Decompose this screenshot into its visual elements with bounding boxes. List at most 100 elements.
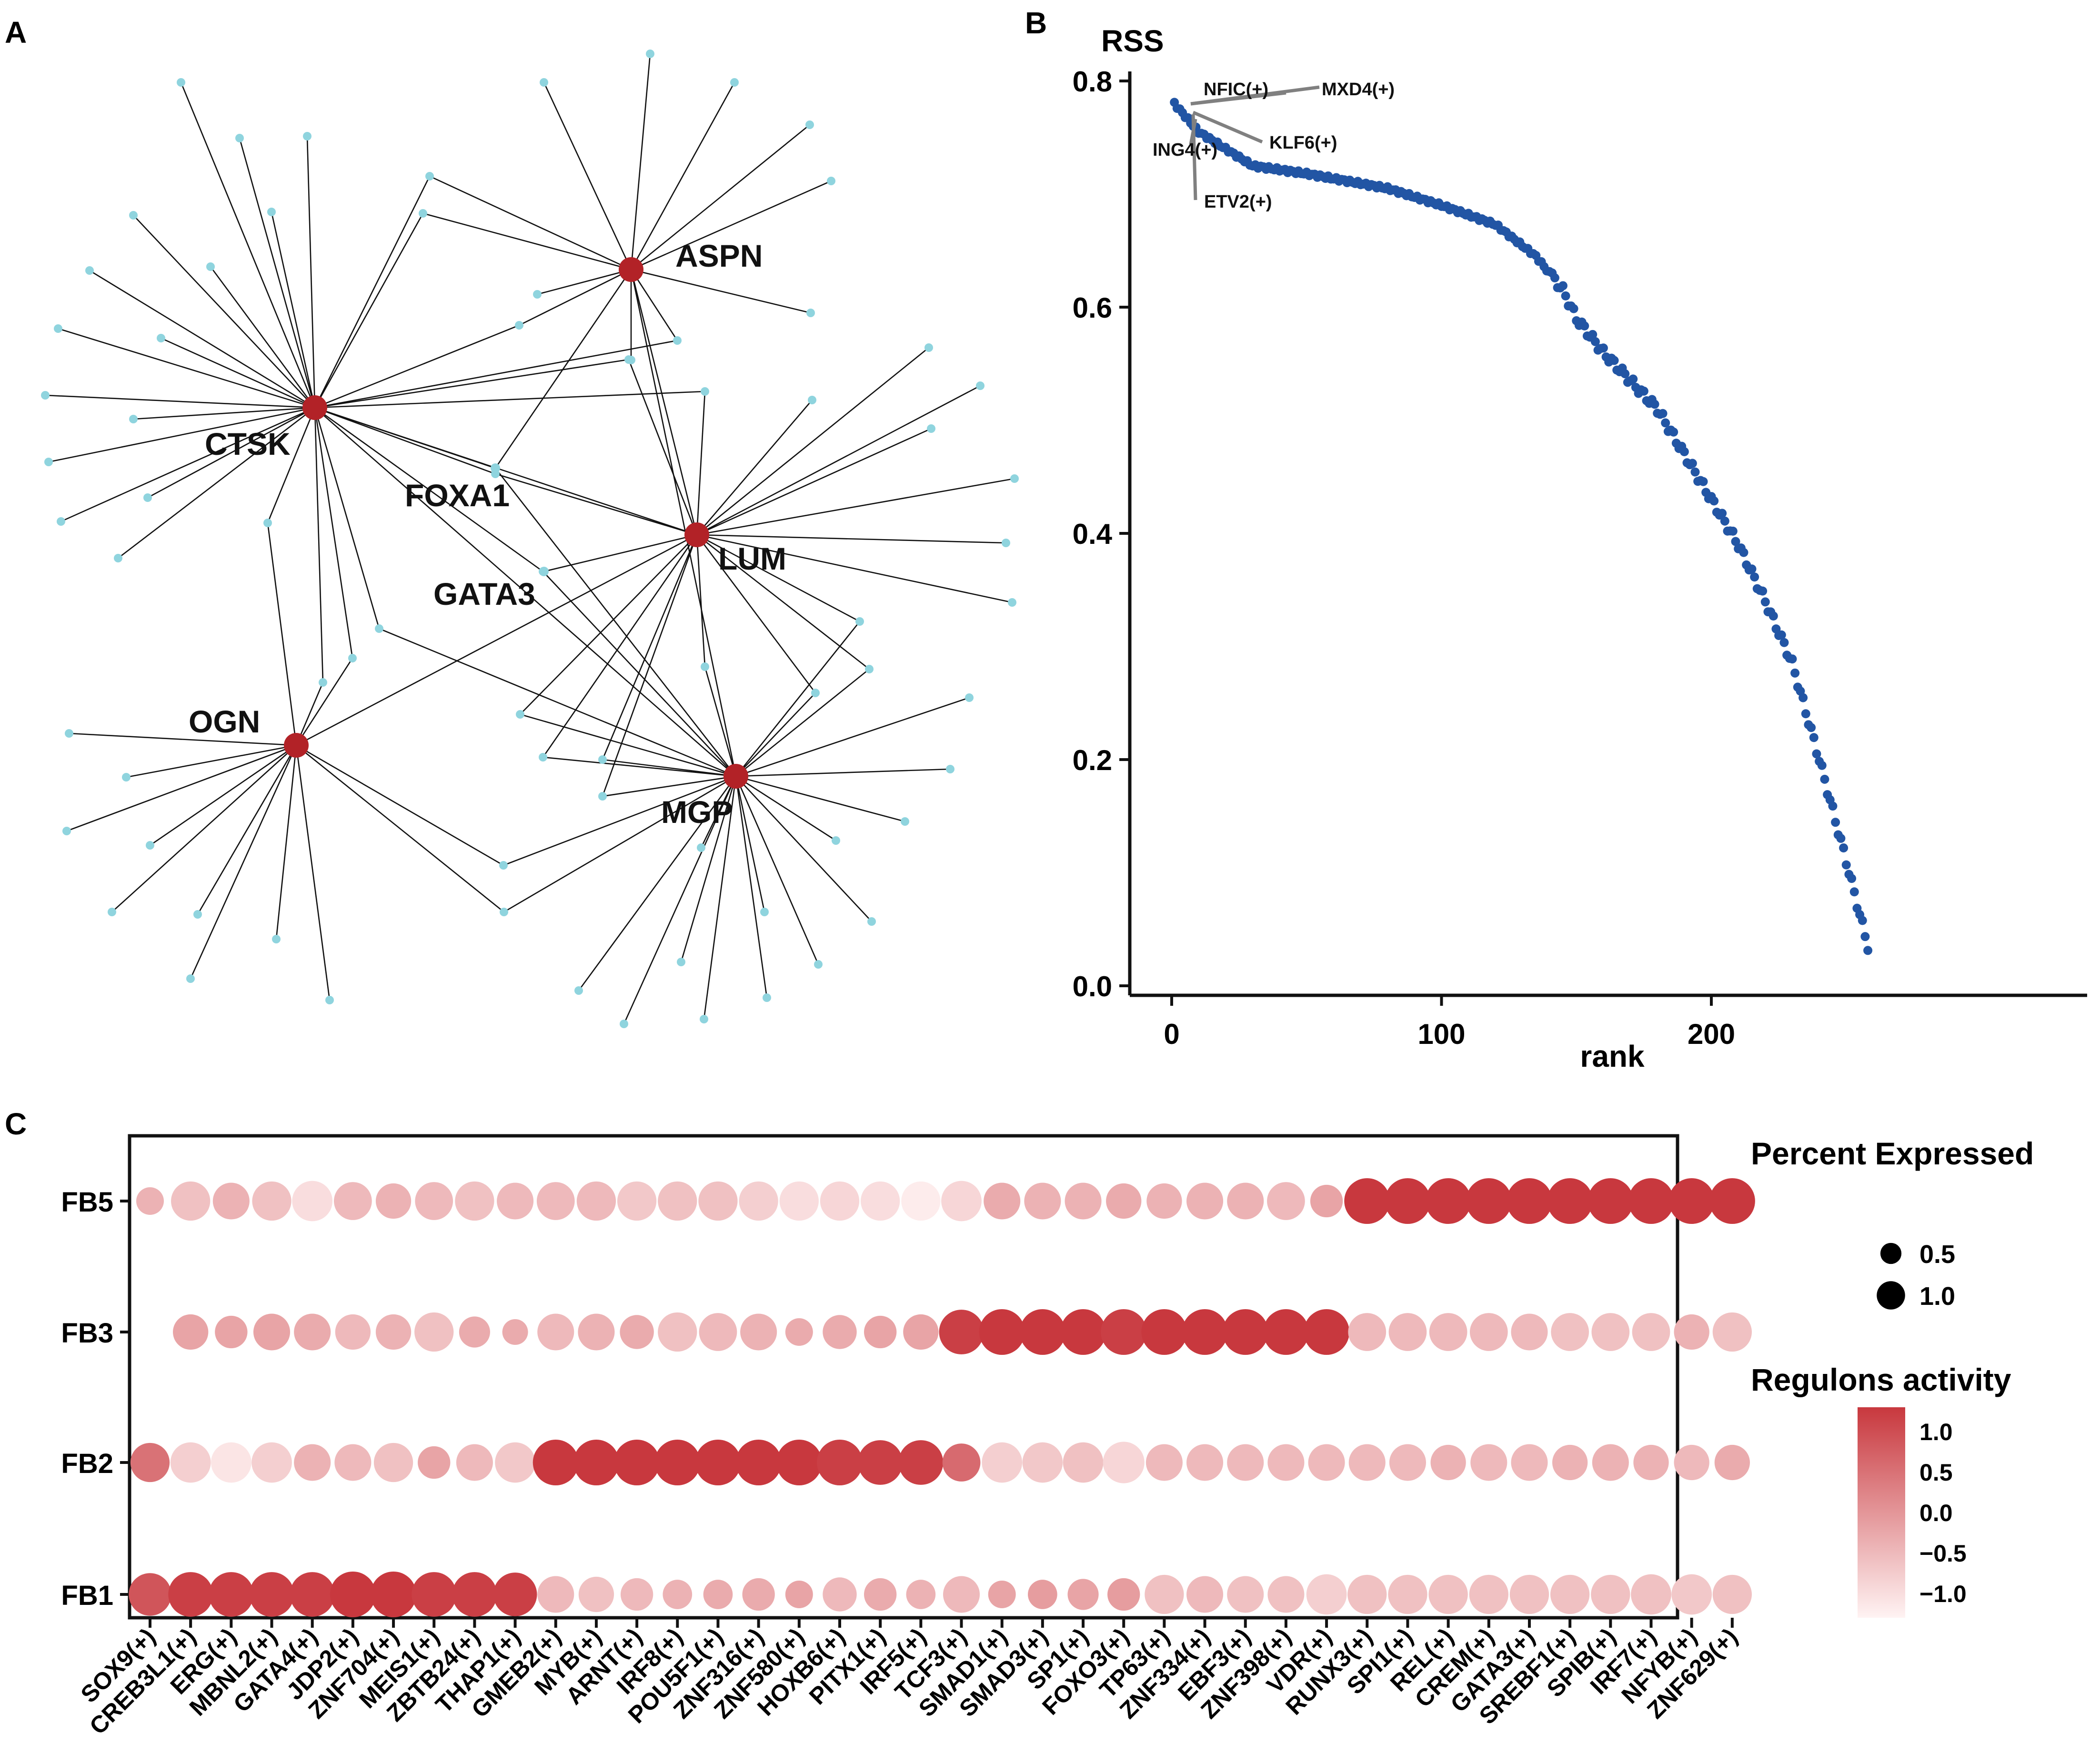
dotplot-dot <box>820 1181 860 1221</box>
dotplot-dot <box>578 1313 615 1351</box>
dotplot-dot <box>1060 1309 1106 1355</box>
network-leaf-node <box>946 765 955 773</box>
network-edge <box>267 522 297 746</box>
network-leaf-node <box>677 958 685 966</box>
rss-point <box>1760 597 1770 607</box>
network-edge <box>133 407 315 420</box>
network-leaf-node <box>598 755 607 764</box>
dotplot-dot <box>1466 1178 1512 1224</box>
network-edge <box>696 428 932 536</box>
dotplot-dot <box>371 1572 417 1617</box>
network-edge <box>735 776 872 922</box>
rss-point <box>1561 291 1570 301</box>
rss-point <box>1858 916 1867 925</box>
network-edge <box>314 407 353 659</box>
network-edge <box>631 180 832 270</box>
dotplot-dot <box>898 1440 944 1485</box>
network-leaf-node <box>146 841 154 850</box>
dotplot-dot <box>253 1313 291 1351</box>
dotplot-dot <box>418 1446 451 1479</box>
legend-size-entries: 0.51.0 <box>1877 1240 1955 1311</box>
dotplot-dot <box>816 1440 863 1485</box>
network-edge <box>429 175 632 270</box>
dotplot-dot <box>1470 1444 1507 1481</box>
hub-label-mgp: MGP <box>661 794 733 830</box>
dotplot-dot <box>455 1181 494 1221</box>
network-edge <box>60 407 315 522</box>
rss-point <box>1639 386 1648 396</box>
network-edge <box>735 776 768 998</box>
dotplot-dot <box>663 1580 693 1609</box>
dotplot-dot <box>1714 1444 1750 1481</box>
dotplot-dot <box>1547 1178 1593 1224</box>
dotplot-dot <box>823 1577 857 1612</box>
network-leaf-node <box>927 424 935 433</box>
dotplot-dot <box>1186 1182 1224 1220</box>
dotplot-dot <box>1388 1313 1427 1351</box>
network-edge <box>543 534 697 572</box>
dotplot-dot <box>1306 1574 1347 1615</box>
network-edge <box>111 745 297 912</box>
network-edge <box>735 776 819 965</box>
network-leaf-node <box>348 654 357 662</box>
dotplot-dot <box>698 1181 738 1221</box>
network-edge <box>630 82 735 270</box>
network-leaf-node <box>186 974 195 983</box>
rss-point <box>1758 586 1768 596</box>
network-leaf-node <box>763 993 771 1002</box>
annot-line-klf6 <box>1192 110 1263 144</box>
dotplot-dot <box>943 1576 980 1613</box>
network-edge <box>150 744 297 846</box>
network-edge <box>271 211 316 408</box>
dotplot-dot <box>658 1181 697 1221</box>
dotplot-dot <box>1511 1444 1548 1481</box>
network-edge <box>735 697 970 777</box>
network-edge <box>314 340 678 409</box>
legend-color-tick-label: 0.5 <box>1919 1459 1953 1486</box>
network-edge <box>543 756 736 777</box>
network-edge <box>696 534 816 693</box>
dotplot-dot <box>1385 1178 1431 1224</box>
dotplot-dot <box>170 1442 211 1483</box>
dotplot-dot <box>1430 1444 1466 1481</box>
dotplot-dot <box>703 1580 733 1609</box>
dotplot-dot <box>375 1314 412 1350</box>
dotplot-dot <box>452 1572 497 1617</box>
network-leaf-node <box>624 355 633 364</box>
dotplot-row-label: FB1 <box>61 1580 113 1611</box>
network-leaf-node <box>673 336 682 345</box>
network-edge <box>66 744 297 832</box>
dotplot-dot <box>1022 1442 1063 1483</box>
dotplot-dot <box>1509 1574 1549 1614</box>
dotplot-frame <box>128 1134 1679 1620</box>
dotplot-dot <box>1227 1576 1264 1613</box>
network-leaf-node <box>44 458 53 466</box>
network-edge <box>623 776 737 1024</box>
network-edge <box>58 328 315 409</box>
network-edge <box>602 775 736 797</box>
network-edge <box>631 124 810 270</box>
legend-color-bar <box>1858 1407 1905 1618</box>
network-leaf-node <box>303 132 311 140</box>
dotplot-dot <box>1227 1182 1264 1220</box>
rss-point <box>1777 630 1786 640</box>
dotplot-dot <box>1551 1313 1589 1351</box>
dotplot-dot <box>495 1442 535 1483</box>
dotplot-dot <box>252 1181 291 1221</box>
dotplot-dot <box>620 1578 653 1611</box>
rss-point <box>1558 281 1567 290</box>
network-edge <box>628 359 698 535</box>
hub-label-ogn: OGN <box>189 704 260 739</box>
dotplot-dot <box>1344 1178 1390 1224</box>
network-edge <box>696 478 1015 536</box>
rss-y-tick-label: 0.0 <box>1073 971 1112 1002</box>
rss-point <box>1690 467 1700 477</box>
network-edge <box>118 407 315 559</box>
network-edge <box>503 775 736 866</box>
dotplot-dot <box>617 1181 657 1221</box>
dotplot-dot <box>173 1314 209 1350</box>
network-leaf-node <box>811 689 820 697</box>
dotplot-dot <box>1628 1178 1674 1224</box>
rss-point <box>1836 833 1846 843</box>
rss-point <box>1831 818 1840 827</box>
